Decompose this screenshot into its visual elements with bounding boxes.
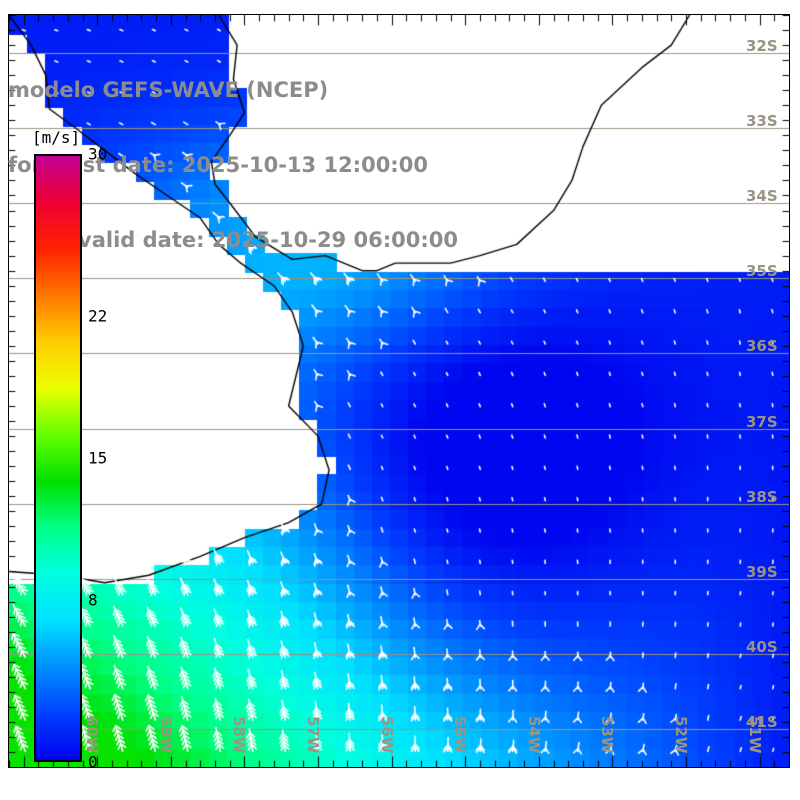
colorbar-tick-label: 0 <box>88 752 98 772</box>
colorbar-tick-label: 8 <box>88 590 98 610</box>
colorbar-gradient <box>34 154 82 762</box>
map-plot-area[interactable] <box>8 14 790 768</box>
wind-speed-heatmap-canvas <box>9 15 789 767</box>
colorbar-unit-label: [m/s] <box>32 128 81 147</box>
colorbar-tick-label: 15 <box>88 448 108 468</box>
colorbar-tick-label: 30 <box>88 144 108 164</box>
colorbar-tick-label: 22 <box>88 306 108 326</box>
